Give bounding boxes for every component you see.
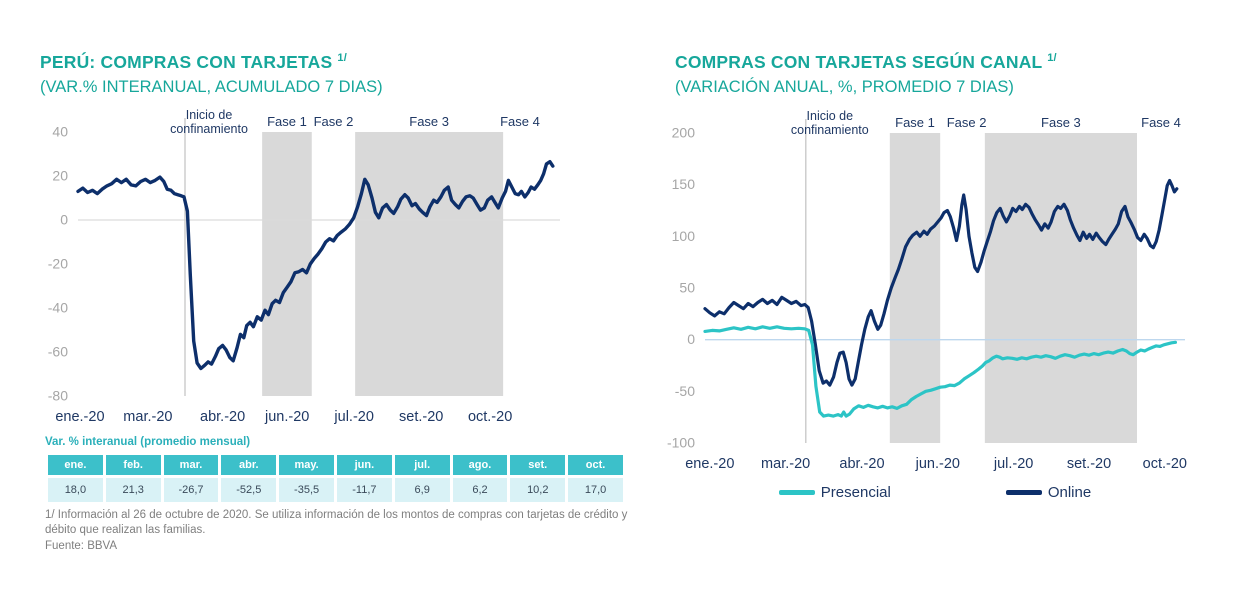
left-chart-title-text: PERÚ: COMPRAS CON TARJETAS <box>40 52 333 72</box>
legend-item-online: Online <box>1005 484 1092 501</box>
phase-label: Fase 4 <box>1141 115 1181 130</box>
table-column-header: ago. <box>452 455 508 475</box>
phase-band <box>355 132 504 396</box>
table-value-cell: -52,5 <box>221 478 277 502</box>
y-tick-label: 200 <box>672 125 696 141</box>
x-tick-label: set.-20 <box>399 409 443 425</box>
table-column-header: jun. <box>336 455 392 475</box>
left-chart-title: PERÚ: COMPRAS CON TARJETAS 1/ <box>40 52 347 73</box>
x-tick-label: jul.-20 <box>333 409 374 425</box>
annotation-line2: confinamiento <box>791 123 869 137</box>
x-tick-label: abr.-20 <box>839 456 884 472</box>
x-tick-label: oct.-20 <box>1143 456 1187 472</box>
y-tick-label: 40 <box>52 124 68 140</box>
table-value-cell: 18,0 <box>48 478 103 502</box>
x-tick-label: mar.-20 <box>123 409 172 425</box>
table-column-header: feb. <box>105 455 161 475</box>
table-value-cell: 21,3 <box>105 478 161 502</box>
table-value-cell: -11,7 <box>336 478 392 502</box>
left-chart-title-footnote-mark: 1/ <box>337 52 347 65</box>
x-tick-label: jun.-20 <box>264 409 309 425</box>
x-tick-label: jun.-20 <box>915 456 960 472</box>
footnote: 1/ Información al 26 de octubre de 2020.… <box>45 509 628 536</box>
legend-label-online: Online <box>1047 484 1092 501</box>
right-chart-legend: Presencial Online <box>655 484 1215 501</box>
presencial-line-swatch <box>778 490 815 495</box>
right-chart-title-footnote-mark: 1/ <box>1047 52 1057 65</box>
y-tick-label: -40 <box>48 300 68 316</box>
monthly-table-caption: Var. % interanual (promedio mensual) <box>45 436 251 448</box>
x-tick-label: abr.-20 <box>200 409 245 425</box>
monthly-table-block: Var. % interanual (promedio mensual) ene… <box>45 436 626 505</box>
phase-band <box>984 133 1137 443</box>
y-tick-label: 20 <box>52 168 68 184</box>
table-value-cell: -35,5 <box>279 478 334 502</box>
y-tick-label: 50 <box>679 280 695 296</box>
phase-label: Fase 2 <box>314 114 354 129</box>
series-line-var-interanual <box>76 160 555 371</box>
table-column-header: jul. <box>394 455 450 475</box>
x-tick-label: ene.-20 <box>685 456 734 472</box>
annotation-line2: confinamiento <box>170 122 248 136</box>
y-tick-label: -80 <box>48 388 68 404</box>
table-value-cell: 6,2 <box>452 478 508 502</box>
right-chart-title: COMPRAS CON TARJETAS SEGÚN CANAL 1/ <box>675 52 1057 73</box>
table-column-header: mar. <box>163 455 219 475</box>
source-note: Fuente: BBVA <box>45 540 118 552</box>
phase-label: Fase 1 <box>895 115 935 130</box>
x-tick-label: ene.-20 <box>55 409 104 425</box>
phase-label: Fase 3 <box>1041 115 1081 130</box>
phase-label: Fase 2 <box>947 115 987 130</box>
right-chart-title-text: COMPRAS CON TARJETAS SEGÚN CANAL <box>675 52 1043 72</box>
right-chart-subtitle: (VARIACIÓN ANUAL, %, PROMEDIO 7 DIAS) <box>675 78 1014 96</box>
y-tick-label: -20 <box>48 256 68 272</box>
x-tick-label: jul.-20 <box>993 456 1034 472</box>
table-column-header: oct. <box>568 455 623 475</box>
x-tick-label: set.-20 <box>1067 456 1111 472</box>
y-tick-label: -60 <box>48 344 68 360</box>
left-chart-subtitle: (VAR.% INTERANUAL, ACUMULADO 7 DIAS) <box>40 78 383 96</box>
table-column-header: ene. <box>48 455 103 475</box>
table-value-cell: 17,0 <box>568 478 623 502</box>
series-line-online <box>703 178 1179 387</box>
table-value-cell: 6,9 <box>394 478 450 502</box>
y-tick-label: 100 <box>672 228 696 244</box>
annotation-line1: Inicio de <box>807 109 854 123</box>
legend-item-presencial: Presencial <box>778 484 891 501</box>
table-value-cell: 10,2 <box>510 478 566 502</box>
right-chart: Fase 1 Fase 2 Fase 3 Fase 4 Inicio deconfina… <box>667 109 1187 472</box>
y-tick-label: 0 <box>60 212 68 228</box>
table-column-header: may. <box>279 455 334 475</box>
phase-label: Fase 4 <box>500 114 540 129</box>
table-value-cell: -26,7 <box>163 478 219 502</box>
y-tick-label: 0 <box>687 331 695 347</box>
table-column-header: set. <box>510 455 566 475</box>
legend-label-presencial: Presencial <box>820 484 891 501</box>
y-tick-label: 150 <box>672 176 696 192</box>
x-tick-label: oct.-20 <box>468 409 512 425</box>
x-tick-label: mar.-20 <box>761 456 810 472</box>
phase-label: Fase 1 <box>267 114 307 129</box>
phase-band <box>262 132 312 396</box>
annotation-line1: Inicio de <box>186 108 233 122</box>
online-line-swatch <box>1005 490 1042 495</box>
monthly-table-value-row: 18,0 21,3 -26,7 -52,5 -35,5 -11,7 6,9 6,2 10,2 17… <box>48 478 623 502</box>
monthly-table: ene. feb. mar. abr. may. jun. jul. ago. set. oct.… <box>45 452 626 505</box>
y-tick-label: -50 <box>675 383 695 399</box>
phase-label: Fase 3 <box>409 114 449 129</box>
y-tick-label: -100 <box>667 435 695 451</box>
monthly-table-header-row: ene. feb. mar. abr. may. jun. jul. ago. set. oct. <box>48 455 623 475</box>
series-line-presencial <box>703 325 1177 418</box>
left-chart: Fase 1 Fase 2 Fase 3 Fase 4 Inicio deconfina… <box>48 108 560 425</box>
table-column-header: abr. <box>221 455 277 475</box>
